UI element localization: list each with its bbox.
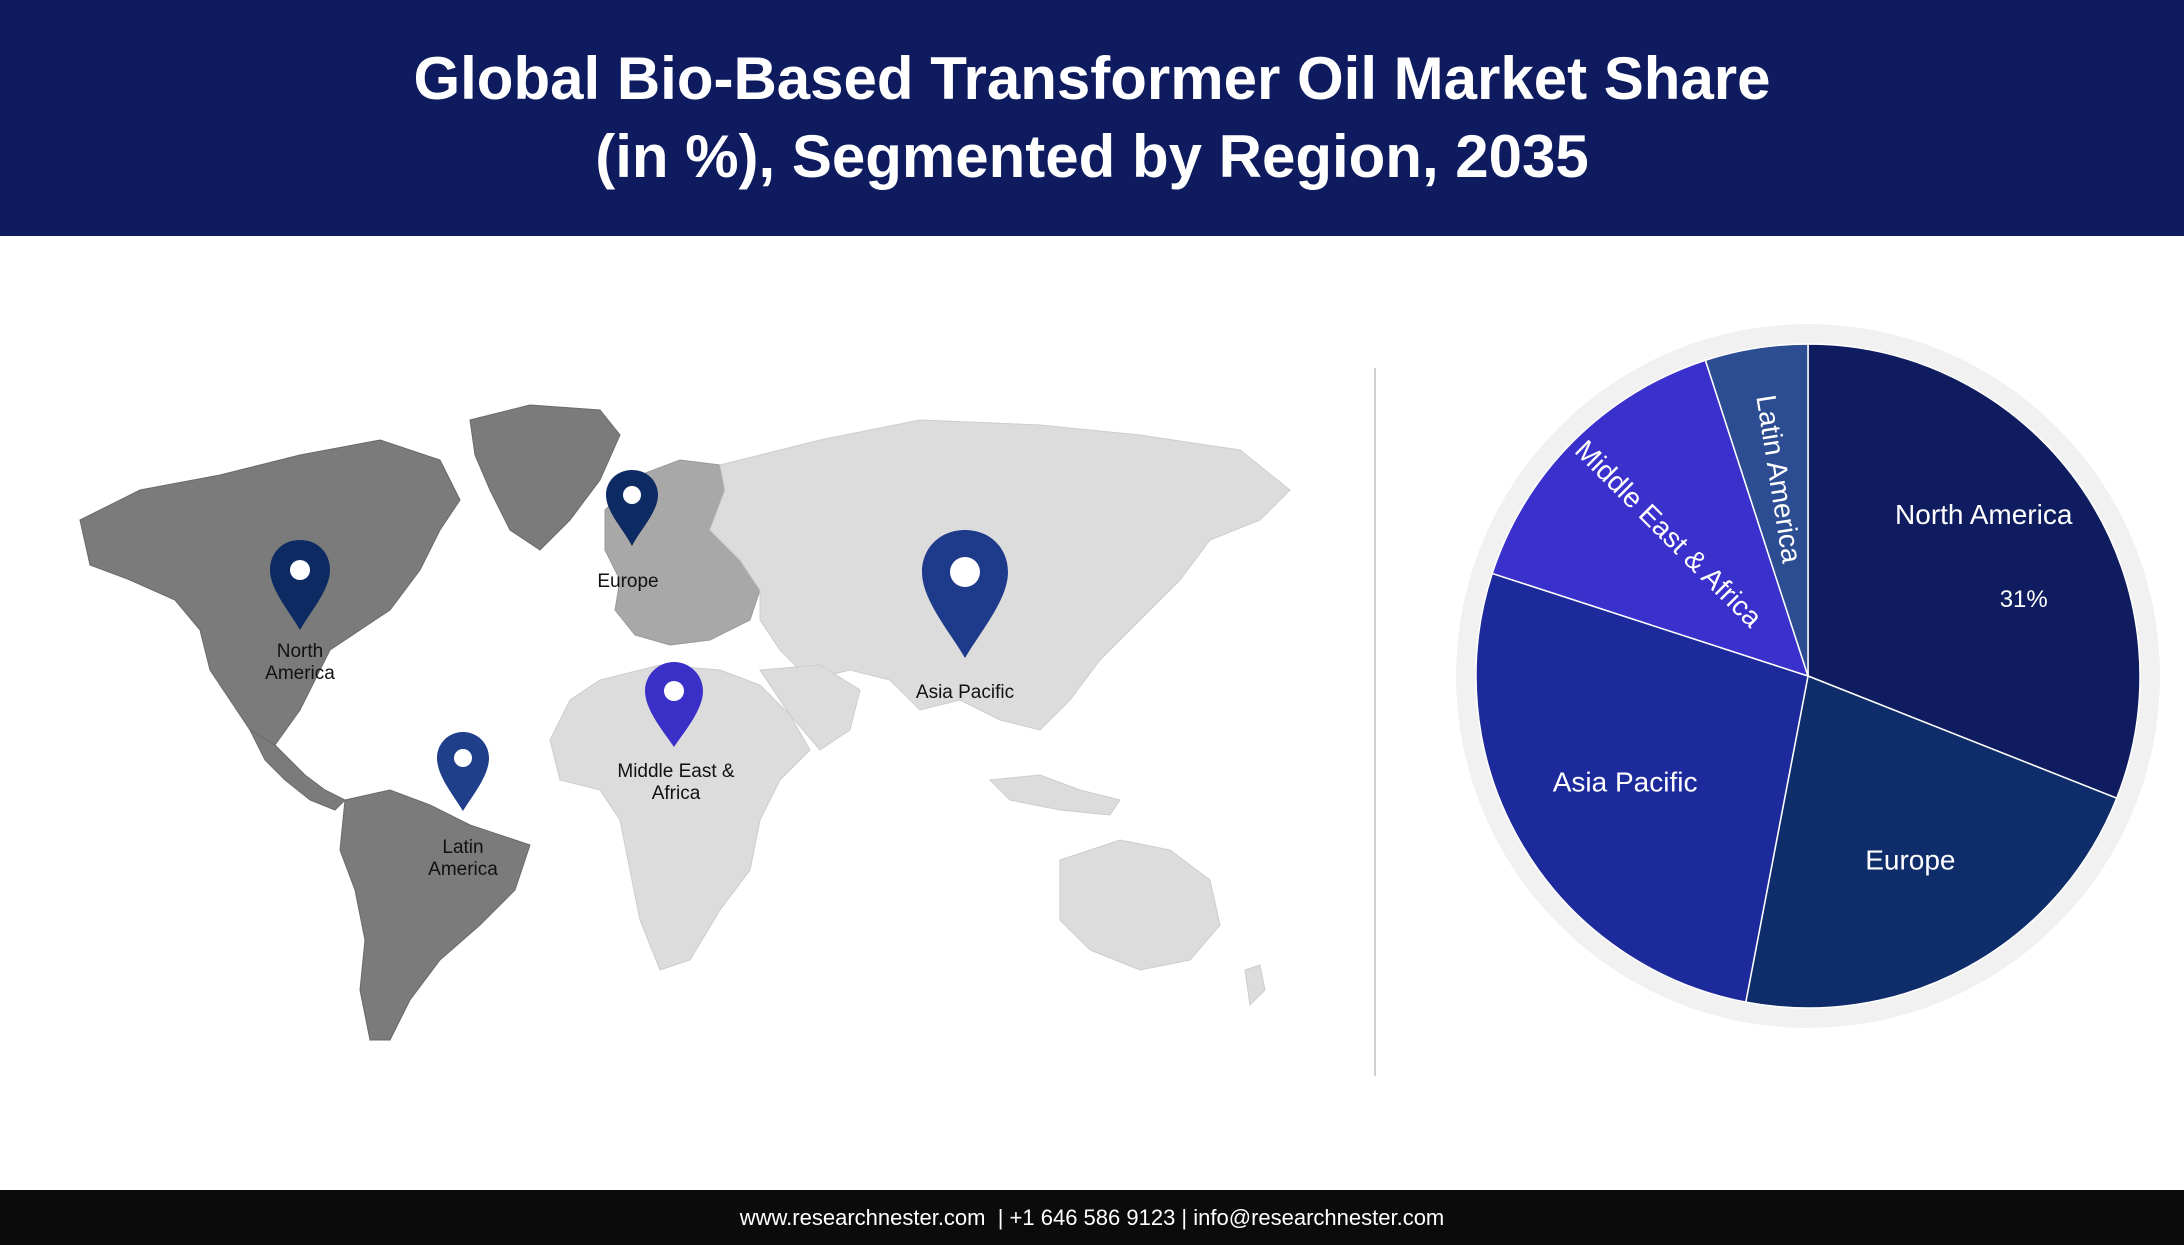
map-pin-latin-america: Latin America <box>428 732 498 880</box>
pie-slice <box>1475 572 1809 1003</box>
pie-slice-label: North America <box>1895 499 2073 530</box>
southeast-asia-islands-shape <box>988 774 1121 816</box>
pin-label: America <box>265 663 335 684</box>
pin-center-dot <box>664 681 684 701</box>
pin-label: America <box>428 859 498 880</box>
new-zealand-shape <box>1244 964 1266 1007</box>
location-pin-icon <box>922 530 1008 658</box>
pin-label: Europe <box>597 571 658 592</box>
pie-slice-label: Asia Pacific <box>1553 767 1698 798</box>
pin-label: Asia Pacific <box>916 682 1014 703</box>
pin-center-dot <box>290 560 310 580</box>
pin-label: Middle East & <box>617 761 735 782</box>
pin-label: Latin <box>442 837 483 858</box>
chart-title-line-1: Global Bio-Based Transformer Oil Market … <box>413 45 1771 112</box>
footer-contact-text: www.researchnester.com | +1 646 586 9123… <box>739 1204 1445 1230</box>
middle-east-shape <box>759 664 861 751</box>
central-america-shape <box>248 728 346 811</box>
map-pin-asia-pacific: Asia Pacific <box>916 530 1014 703</box>
pie-slice <box>1704 343 1809 677</box>
location-pin-icon <box>606 470 658 546</box>
location-pin-icon <box>270 540 330 630</box>
chart-header: Global Bio-Based Transformer Oil Market … <box>0 0 2184 236</box>
pie-slices <box>1475 343 2141 1009</box>
pin-center-dot <box>950 557 980 587</box>
pin-label: Africa <box>652 783 701 804</box>
pie-slice <box>1744 674 2118 1009</box>
map-pin-middle-east-africa: Middle East & Africa <box>617 662 735 804</box>
pin-center-dot <box>623 486 641 504</box>
chart-title-line-2: (in %), Segmented by Region, 2035 <box>595 123 1589 190</box>
pie-slice <box>1807 343 2141 800</box>
australia-shape <box>1059 839 1221 971</box>
section-divider <box>1374 368 1376 1076</box>
pie-slice <box>1491 359 1810 678</box>
north-america-shape <box>79 439 461 746</box>
pin-center-dot <box>454 749 472 767</box>
footer-bar: www.researchnester.com | +1 646 586 9123… <box>0 1190 2184 1245</box>
pie-slice-label: Europe <box>1865 845 1955 876</box>
pie-slice-value-label: 31% <box>2000 586 2048 613</box>
pin-label: North <box>277 641 323 662</box>
map-pin-europe: Europe <box>597 470 659 592</box>
africa-shape <box>549 664 811 971</box>
location-pin-icon <box>437 732 489 811</box>
world-map: North America Europe Asia Pacific Middle… <box>79 404 1291 1041</box>
greenland-shape <box>469 404 621 551</box>
south-america-shape <box>339 789 531 1041</box>
map-pin-north-america: North America <box>265 540 335 684</box>
location-pin-icon <box>645 662 703 747</box>
